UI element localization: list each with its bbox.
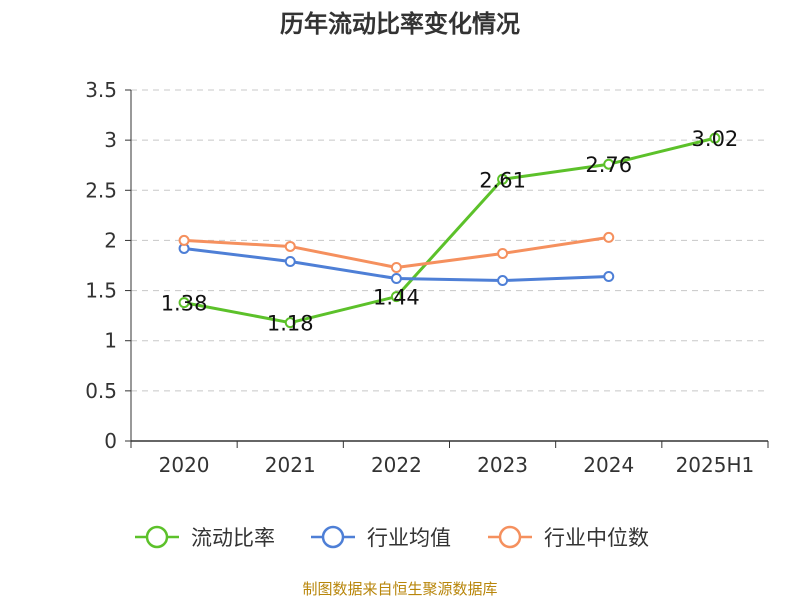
data-point — [284, 255, 296, 267]
data-point — [497, 247, 509, 259]
y-tick-label: 0 — [104, 429, 117, 453]
data-label: 2.76 — [585, 153, 632, 177]
y-tick-label: 3 — [104, 128, 117, 152]
x-tick-label: 2021 — [265, 453, 316, 477]
y-tick-label: 0.5 — [85, 379, 117, 403]
source-note: 制图数据来自恒生聚源数据库 — [302, 580, 497, 598]
legend-marker-icon — [498, 525, 522, 549]
x-tick-label: 2024 — [583, 453, 634, 477]
data-point — [390, 291, 402, 303]
y-tick-label: 1 — [104, 329, 117, 353]
data-point — [284, 240, 296, 252]
legend-marker-icon — [145, 525, 169, 549]
data-point — [390, 262, 402, 274]
y-tick-label: 2.5 — [85, 178, 117, 202]
axes: 0 0.5 1 1.5 2 2.5 3 3.5 2020 2021 2022 2023 2024 2025… — [85, 78, 769, 477]
x-tick-label: 2022 — [371, 453, 422, 477]
data-label: 1.18 — [267, 312, 314, 336]
chart-title: 历年流动比率变化情况 — [280, 10, 520, 38]
data-label: 2.61 — [479, 168, 526, 192]
x-tick-label: 2025H1 — [676, 453, 755, 477]
data-point — [497, 275, 509, 287]
legend: 流动比率 行业均值 行业中位数 — [135, 525, 649, 550]
grid-lines — [131, 89, 768, 392]
data-point — [603, 231, 615, 243]
data-label: 3.02 — [692, 127, 739, 151]
legend-label: 行业均值 — [367, 526, 451, 550]
data-label: 1.38 — [161, 292, 208, 316]
y-tick-label: 2 — [104, 228, 117, 252]
data-point — [178, 297, 190, 309]
legend-label: 流动比率 — [191, 526, 275, 550]
data-point — [603, 271, 615, 283]
x-tick-label: 2020 — [159, 453, 210, 477]
data-point — [603, 158, 615, 170]
data-point — [178, 234, 190, 246]
legend-marker-icon — [321, 525, 345, 549]
series-line-0 — [183, 136, 716, 325]
legend-label: 行业中位数 — [544, 526, 649, 550]
y-tick-label: 1.5 — [85, 279, 117, 303]
data-point — [284, 317, 296, 329]
data-point — [497, 173, 509, 185]
x-tick-label: 2023 — [477, 453, 528, 477]
series-layer — [178, 132, 721, 329]
data-label: 1.44 — [373, 286, 420, 310]
y-tick-label: 3.5 — [85, 78, 117, 102]
data-point — [709, 132, 721, 144]
data-labels: 1.38 1.18 1.44 2.61 2.76 3.02 — [161, 127, 739, 336]
data-point — [390, 273, 402, 285]
